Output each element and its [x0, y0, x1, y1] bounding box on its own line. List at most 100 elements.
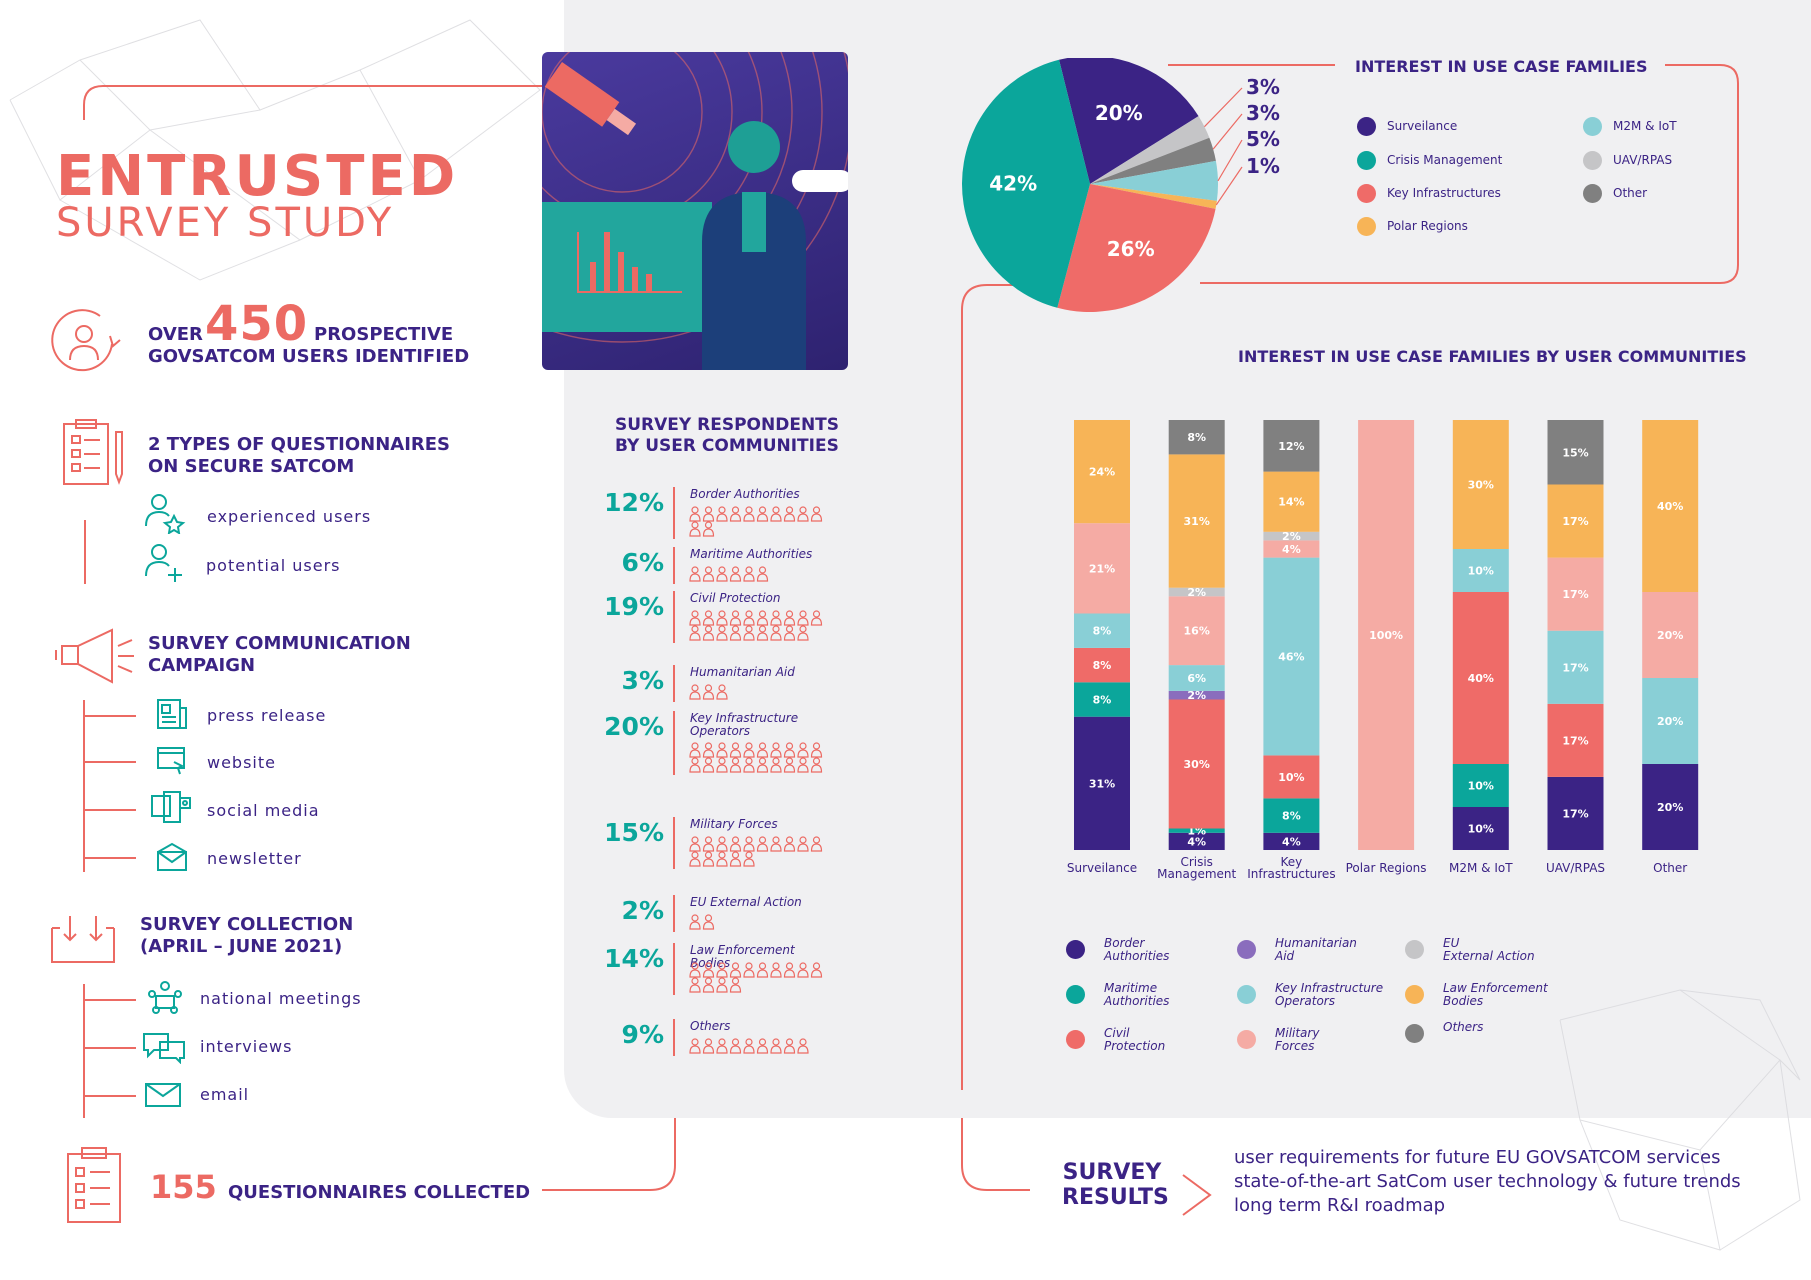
person-icon	[716, 610, 728, 626]
respondent-label: Humanitarian Aid	[690, 665, 795, 679]
pie-slice-label: 42%	[989, 171, 1037, 195]
bar-segment	[1452, 807, 1509, 850]
respondent-icon-row	[689, 836, 823, 867]
bar-value-label: 40%	[1468, 672, 1494, 685]
bar-segment	[1642, 678, 1699, 764]
person-icon	[689, 757, 701, 773]
respondent-divider	[673, 817, 675, 869]
legend-label: Crisis Management	[1387, 153, 1503, 167]
bar-value-label: 2%	[1187, 689, 1206, 702]
person-icon	[797, 757, 809, 773]
legend-dot	[1237, 940, 1256, 959]
respondent-divider	[673, 665, 675, 702]
legend-label: Key Infrastructure Operators	[1275, 981, 1384, 1008]
bar-segment	[1452, 764, 1509, 807]
person-icon	[756, 742, 769, 758]
pie-leader-line	[1215, 166, 1243, 206]
person-icon	[743, 625, 755, 641]
person-icon	[729, 625, 742, 641]
campaign-tree-lines	[83, 700, 136, 872]
bar-segment	[1547, 557, 1604, 631]
campaign-title-2: CAMPAIGN	[148, 655, 256, 676]
bar-value-label: 17%	[1562, 515, 1588, 528]
bar-segment	[1547, 776, 1604, 850]
bar-value-label: 46%	[1278, 651, 1304, 664]
person-icon	[729, 977, 742, 993]
bar-segment	[1642, 420, 1699, 592]
person-icon	[810, 962, 823, 978]
person-icon	[689, 962, 701, 978]
bar-title: INTEREST IN USE CASE FAMILIES BY USER CO…	[1238, 347, 1747, 366]
bar-segment	[1074, 682, 1130, 717]
pie-leader-line	[1217, 139, 1243, 182]
bar-value-label: 8%	[1093, 659, 1112, 672]
person-icon	[702, 977, 715, 993]
megaphone-icon	[55, 628, 134, 684]
respondent-percentage: 9%	[621, 1020, 664, 1049]
person-icon	[783, 506, 796, 522]
legend-label: Polar Regions	[1387, 219, 1468, 233]
respondent-percentage: 12%	[604, 488, 664, 517]
person-icon	[810, 742, 823, 758]
respondent-label: Others	[690, 1019, 731, 1033]
bar-value-label: 20%	[1657, 629, 1683, 642]
person-icon	[689, 625, 701, 641]
users-over-label: OVER	[148, 324, 203, 345]
respondent-icon-row	[689, 1038, 809, 1054]
bar-segment	[1642, 764, 1699, 850]
results-list: user requirements for future EU GOVSATCO…	[1234, 1146, 1741, 1218]
person-icon	[702, 962, 715, 978]
person-icon	[702, 684, 715, 700]
bar-value-label: 17%	[1562, 661, 1588, 674]
legend-dot	[1237, 1030, 1256, 1049]
legend-label: Border Authorities	[1104, 936, 1170, 963]
respondent-divider	[673, 487, 675, 539]
person-icon	[783, 610, 796, 626]
page-title: ENTRUSTED	[56, 144, 459, 209]
respondents-title-1: SURVEY RESPONDENTS	[615, 415, 840, 435]
bar-segment	[1074, 523, 1130, 614]
legend-label: Others	[1443, 1020, 1484, 1034]
legend-dot	[1405, 940, 1424, 959]
questionnaire-type-experienced: experienced users	[207, 507, 372, 526]
pie-leader-line	[1212, 113, 1243, 150]
legend-dot	[1357, 217, 1376, 236]
person-icon	[783, 836, 796, 852]
bar-segment	[1263, 540, 1320, 558]
person-icon	[756, 610, 769, 626]
press-release-icon	[157, 699, 187, 729]
bar-value-label: 15%	[1562, 446, 1588, 459]
collection-title-1: SURVEY COLLECTION	[140, 914, 354, 935]
pie-slice-label: 1%	[1246, 154, 1280, 178]
respondent-percentage: 15%	[604, 818, 664, 847]
bar-value-label: 2%	[1282, 530, 1301, 543]
pie-slice	[1090, 116, 1210, 184]
add-user-icon	[145, 544, 182, 582]
collected-label: QUESTIONNAIRES COLLECTED	[228, 1182, 531, 1203]
campaign-press-release: press release	[207, 706, 327, 725]
users-identified-label: GOVSATCOM USERS IDENTIFIED	[148, 346, 470, 367]
results-title-1: SURVEY	[1062, 1160, 1162, 1185]
person-icon	[756, 1038, 769, 1054]
experienced-user-icon	[145, 494, 186, 534]
person-icon	[743, 836, 755, 852]
bar-segment	[1168, 665, 1225, 691]
person-icon	[716, 625, 728, 641]
divider	[84, 520, 86, 584]
respondent-divider	[673, 1019, 675, 1056]
person-icon	[797, 742, 809, 758]
person-icon	[729, 506, 742, 522]
respondent-icon-row	[689, 566, 769, 582]
legend-dot	[1405, 985, 1424, 1004]
legend-label: Law Enforcement Bodies	[1443, 981, 1548, 1008]
bar-category-label: Crisis Management	[1157, 855, 1237, 881]
person-icon	[702, 851, 715, 867]
person-icon	[729, 742, 742, 758]
person-icon	[756, 836, 769, 852]
respondent-icon-row	[689, 610, 823, 641]
person-icon	[797, 625, 809, 641]
legend-dot	[1066, 985, 1085, 1004]
person-icon	[689, 610, 701, 626]
meeting-icon	[148, 981, 182, 1014]
respondent-label: Maritime Authorities	[690, 547, 813, 561]
